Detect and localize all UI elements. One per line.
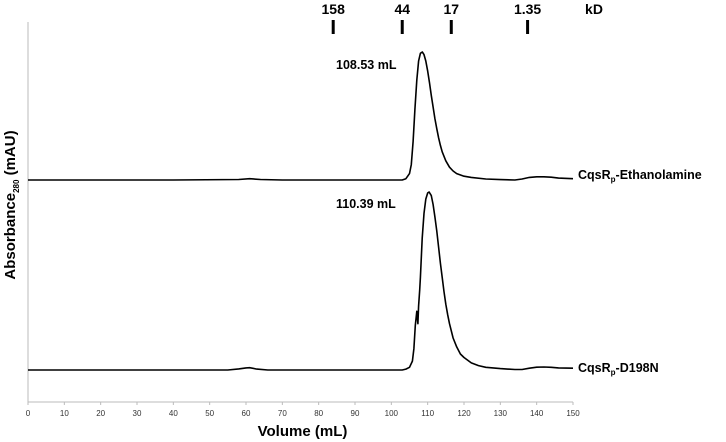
x-tick-label: 40 — [169, 409, 178, 418]
mw-markers: 158 44 17 1.35 kD — [322, 1, 603, 34]
x-tick-label: 100 — [385, 409, 399, 418]
x-tick-label: 60 — [242, 409, 251, 418]
mw-unit-label: kD — [585, 1, 603, 17]
x-tick-label: 30 — [133, 409, 142, 418]
x-tick-label: 10 — [60, 409, 69, 418]
mw-marker-label: 44 — [394, 1, 410, 17]
mw-marker-label: 1.35 — [514, 1, 541, 17]
series-label: CqsRp-Ethanolamine — [578, 168, 702, 184]
x-tick-label: 20 — [96, 409, 105, 418]
peak-volume-label: 108.53 mL — [336, 58, 397, 72]
x-tick-label: 90 — [351, 409, 360, 418]
x-tick-label: 80 — [314, 409, 323, 418]
series-trace — [28, 51, 574, 181]
x-tick-label: 120 — [457, 409, 471, 418]
traces — [28, 51, 574, 371]
peak-volume-label: 110.39 mL — [336, 197, 396, 211]
x-tick-label: 150 — [566, 409, 580, 418]
x-tick-label: 130 — [494, 409, 508, 418]
x-tick-label: 0 — [26, 409, 31, 418]
series-trace — [28, 191, 574, 371]
x-tick-label: 70 — [278, 409, 287, 418]
x-tick-label: 110 — [421, 409, 434, 418]
series-label: CqsRp-D198N — [578, 361, 659, 377]
labels: 108.53 mL CqsRp-Ethanolamine 110.39 mL CqsR… — [336, 58, 702, 377]
x-tick-label: 140 — [530, 409, 544, 418]
mw-marker-label: 158 — [322, 1, 346, 17]
x-tick-label: 50 — [205, 409, 214, 418]
axes: 0 10 20 30 40 50 60 70 80 90 100 110 120 130 140 150 Vol… — [2, 22, 580, 440]
mw-marker-label: 17 — [443, 1, 459, 17]
y-axis-title: Absorbance280 (mAU) — [2, 130, 21, 279]
x-axis-title: Volume (mL) — [258, 423, 348, 440]
